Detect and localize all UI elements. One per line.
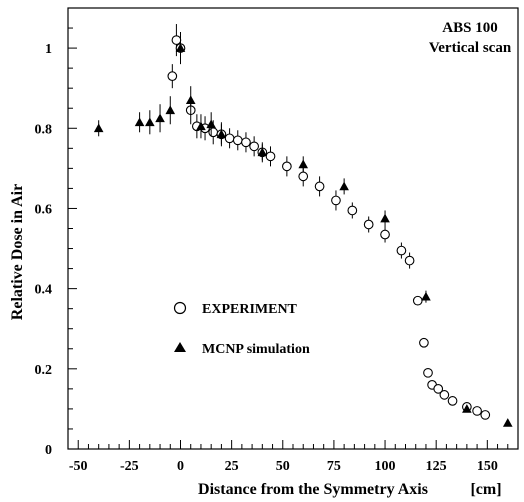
- mcnp-point: [216, 129, 227, 139]
- experiment-point: [347, 205, 358, 216]
- experiment-point: [396, 245, 407, 256]
- experiment-point: [480, 410, 491, 420]
- mcnp-point: [175, 43, 186, 52]
- experiment-point: [472, 406, 482, 416]
- x-tick-label: 0: [177, 459, 184, 474]
- experiment-point: [282, 161, 292, 172]
- experiment-point: [241, 137, 251, 148]
- mcnp-point: [462, 404, 472, 413]
- x-tick-label: -50: [69, 459, 88, 474]
- legend-label-mcnp: MCNP simulation: [202, 342, 310, 357]
- x-tick-label: 50: [276, 459, 290, 474]
- experiment-point: [419, 337, 429, 348]
- data-marks: [93, 24, 513, 427]
- mcnp-point: [134, 117, 145, 127]
- x-tick-label: 125: [426, 459, 447, 474]
- experiment-point: [167, 71, 178, 82]
- experiment-point: [265, 151, 276, 162]
- experiment-point: [314, 181, 325, 192]
- x-tick-label: 75: [327, 459, 341, 474]
- experiment-point: [224, 133, 235, 144]
- mcnp-point: [257, 147, 268, 157]
- x-tick-label: 150: [477, 459, 498, 474]
- plot-frame: [67, 7, 519, 450]
- experiment-point: [363, 219, 374, 230]
- annotation-line-2: Vertical scan: [429, 40, 512, 56]
- experiment-point: [447, 396, 458, 406]
- experiment-point: [412, 295, 423, 306]
- series-experiment: [167, 24, 491, 420]
- y-tick-label: 0.8: [35, 122, 53, 137]
- mcnp-point: [165, 105, 176, 115]
- series-mcnp: [93, 34, 513, 427]
- mcnp-point: [196, 121, 206, 131]
- legend: EXPERIMENT MCNP simulation: [173, 301, 310, 357]
- x-tick-label: 100: [375, 459, 396, 474]
- legend-label-experiment: EXPERIMENT: [202, 302, 298, 317]
- plot-border: [67, 7, 519, 450]
- annotation-line-1: ABS 100: [442, 20, 497, 36]
- experiment-point: [298, 171, 309, 182]
- y-axis-label: Relative Dose in Air: [9, 184, 26, 320]
- mcnp-point: [298, 159, 309, 169]
- mcnp-point: [502, 418, 513, 427]
- mcnp-point: [145, 117, 155, 127]
- experiment-point: [439, 390, 450, 400]
- y-tick-label: 0.2: [35, 363, 53, 378]
- y-tick-label: 1: [45, 42, 52, 57]
- experiment-point: [404, 255, 415, 266]
- y-tick-label: 0: [45, 443, 52, 458]
- experiment-point: [232, 135, 243, 146]
- experiment-point: [423, 367, 433, 378]
- experiment-point: [380, 229, 390, 240]
- mcnp-point: [93, 123, 104, 133]
- experiment-point: [331, 195, 341, 206]
- x-tick-label: -25: [120, 459, 139, 474]
- tick-labels: -50 -25 0 25 50 75 100 125 150 0 0.2 0.4 0.6 0.8 1: [35, 42, 498, 474]
- experiment-point: [208, 127, 219, 138]
- x-tick-label: 25: [225, 459, 239, 474]
- x-axis-unit: [cm]: [470, 481, 501, 498]
- mcnp-point: [380, 213, 390, 223]
- experiment-point: [249, 141, 259, 152]
- legend-marker-mcnp: [174, 342, 186, 352]
- mcnp-point: [206, 119, 216, 129]
- mcnp-point: [421, 291, 431, 301]
- x-axis-label: Distance from the Symmetry Axis: [198, 481, 428, 498]
- mcnp-point: [155, 113, 165, 123]
- experiment-point: [433, 384, 444, 394]
- legend-marker-experiment: [173, 301, 187, 315]
- experiment-point: [171, 35, 182, 45]
- y-tick-label: 0.4: [35, 283, 53, 298]
- mcnp-point: [339, 181, 349, 191]
- mcnp-point: [185, 95, 196, 105]
- axis-ticks: [68, 7, 519, 450]
- y-tick-label: 0.6: [35, 202, 53, 217]
